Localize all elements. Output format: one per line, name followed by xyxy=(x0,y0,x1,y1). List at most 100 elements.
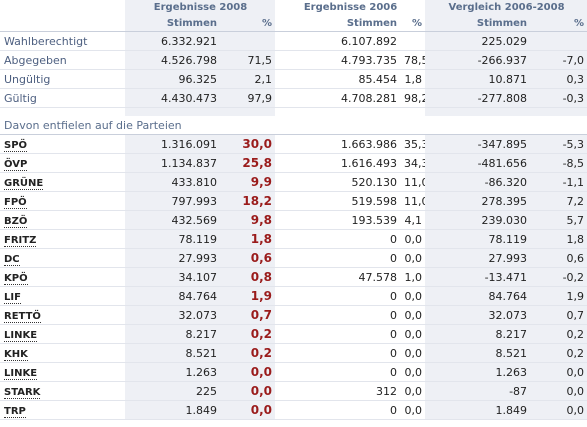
percent-2008: 25,8 xyxy=(242,156,273,170)
column-header: Stimmen xyxy=(275,15,401,32)
cell: 84.764 xyxy=(425,286,531,306)
party-cell: RETTÖ xyxy=(0,305,125,325)
summary-row: Abgegeben4.526.79871,54.793.73578,5-266.… xyxy=(0,50,587,70)
cell: 8.521 xyxy=(425,343,531,363)
cell: 8.217 xyxy=(125,324,220,344)
cell: 432.569 xyxy=(125,210,220,230)
party-link[interactable]: STARK xyxy=(4,386,41,399)
section-row: Davon entfielen auf die Parteien xyxy=(0,116,587,135)
cell: 78.119 xyxy=(425,229,531,249)
cell: 4,1 xyxy=(400,210,426,230)
spacer xyxy=(530,107,587,116)
cell: 32.073 xyxy=(425,305,531,325)
cell: 1.849 xyxy=(425,400,531,420)
percent-2008: 30,0 xyxy=(242,137,273,151)
cell: 0,0 xyxy=(400,286,426,306)
cell: 0,0 xyxy=(530,381,587,401)
column-header: % xyxy=(220,15,276,32)
party-cell: DC xyxy=(0,248,125,268)
cell: 5,7 xyxy=(530,210,587,230)
percent-2008: 18,2 xyxy=(242,194,273,208)
party-cell: BZÖ xyxy=(0,210,125,230)
party-link[interactable]: LIF xyxy=(4,291,21,304)
percent-2008: 0,7 xyxy=(250,308,273,322)
party-cell: LINKE xyxy=(0,362,125,382)
cell: -277.808 xyxy=(425,88,531,108)
party-link[interactable]: KHK xyxy=(4,348,28,361)
party-link[interactable]: FRITZ xyxy=(4,234,37,247)
spacer xyxy=(220,107,276,116)
cell: 4.430.473 xyxy=(125,88,220,108)
party-link[interactable]: GRÜNE xyxy=(4,177,44,190)
spacer xyxy=(275,108,400,117)
party-link[interactable]: BZÖ xyxy=(4,215,28,228)
cell: 2,1 xyxy=(220,69,276,89)
cell: -86.320 xyxy=(425,172,531,192)
cell: 0,7 xyxy=(530,305,587,325)
party-cell: STARK xyxy=(0,381,125,401)
party-cell: LINKE xyxy=(0,324,125,344)
cell: 11,0 xyxy=(400,191,426,211)
party-link[interactable]: LINKE xyxy=(4,367,38,380)
cell: 0,0 xyxy=(400,362,426,382)
cell: 84.764 xyxy=(125,286,220,306)
cell: 27.993 xyxy=(425,248,531,268)
cell: -1,1 xyxy=(530,172,587,192)
cell: 34.107 xyxy=(125,267,220,287)
party-link[interactable]: LINKE xyxy=(4,329,38,342)
cell: 85.454 xyxy=(275,69,401,89)
party-link[interactable]: DC xyxy=(4,253,20,266)
summary-row: Wahlberechtigt 6.332.921 6.107.892 225.029 xyxy=(0,31,587,51)
party-row: TRP 1.849 0,0 0 0,0 1.849 0,0 xyxy=(0,400,587,420)
cell: 1,8 xyxy=(530,229,587,249)
cell: 6.107.892 xyxy=(275,31,401,51)
party-link[interactable]: FPÖ xyxy=(4,196,27,209)
party-cell: SPÖ xyxy=(0,134,125,154)
party-link[interactable]: SPÖ xyxy=(4,139,28,152)
cell: -87 xyxy=(425,381,531,401)
cell: -5,3 xyxy=(530,134,587,154)
cell xyxy=(220,31,276,51)
cell: 0,0 xyxy=(400,400,426,420)
cell: 0,3 xyxy=(530,69,587,89)
cell xyxy=(400,31,426,51)
cell: 0,0 xyxy=(400,229,426,249)
cell: 0,2 xyxy=(220,343,276,363)
spacer xyxy=(125,107,220,116)
party-link[interactable]: KPÖ xyxy=(4,272,28,285)
cell: 1.263 xyxy=(425,362,531,382)
cell: 0,0 xyxy=(220,381,276,401)
cell: 0 xyxy=(275,248,401,268)
cell: 1.849 xyxy=(125,400,220,420)
spacer xyxy=(425,107,531,116)
party-link[interactable]: ÖVP xyxy=(4,158,28,171)
party-row: FRITZ 78.119 1,8 0 0,0 78.119 1,8 xyxy=(0,229,587,249)
cell: 519.598 xyxy=(275,191,401,211)
cell: 0,0 xyxy=(530,400,587,420)
cell: 278.395 xyxy=(425,191,531,211)
cell: 30,0 xyxy=(220,134,276,154)
percent-2008: 0,2 xyxy=(250,346,273,360)
cell: 0,0 xyxy=(220,400,276,420)
party-cell: GRÜNE xyxy=(0,172,125,192)
cell: 1.263 xyxy=(125,362,220,382)
party-row: LIF 84.764 1,9 0 0,0 84.764 1,9 xyxy=(0,286,587,306)
cell: 0 xyxy=(275,229,401,249)
group-header: Ergebnisse 2008 xyxy=(125,0,276,15)
cell: 78.119 xyxy=(125,229,220,249)
cell: 0,0 xyxy=(220,362,276,382)
cell: 47.578 xyxy=(275,267,401,287)
cell: 4.793.735 xyxy=(275,50,401,70)
percent-2008: 1,9 xyxy=(250,289,273,303)
party-cell: FRITZ xyxy=(0,229,125,249)
cell: 98,2 xyxy=(400,88,426,108)
percent-2008: 0,0 xyxy=(250,384,273,398)
cell: -8,5 xyxy=(530,153,587,173)
party-link[interactable]: TRP xyxy=(4,405,26,418)
cell: 97,9 xyxy=(220,88,276,108)
cell: 1.616.493 xyxy=(275,153,401,173)
party-link[interactable]: RETTÖ xyxy=(4,310,41,323)
cell: 8.217 xyxy=(425,324,531,344)
section-title: Davon entfielen auf die Parteien xyxy=(0,116,587,135)
cell: 0 xyxy=(275,400,401,420)
